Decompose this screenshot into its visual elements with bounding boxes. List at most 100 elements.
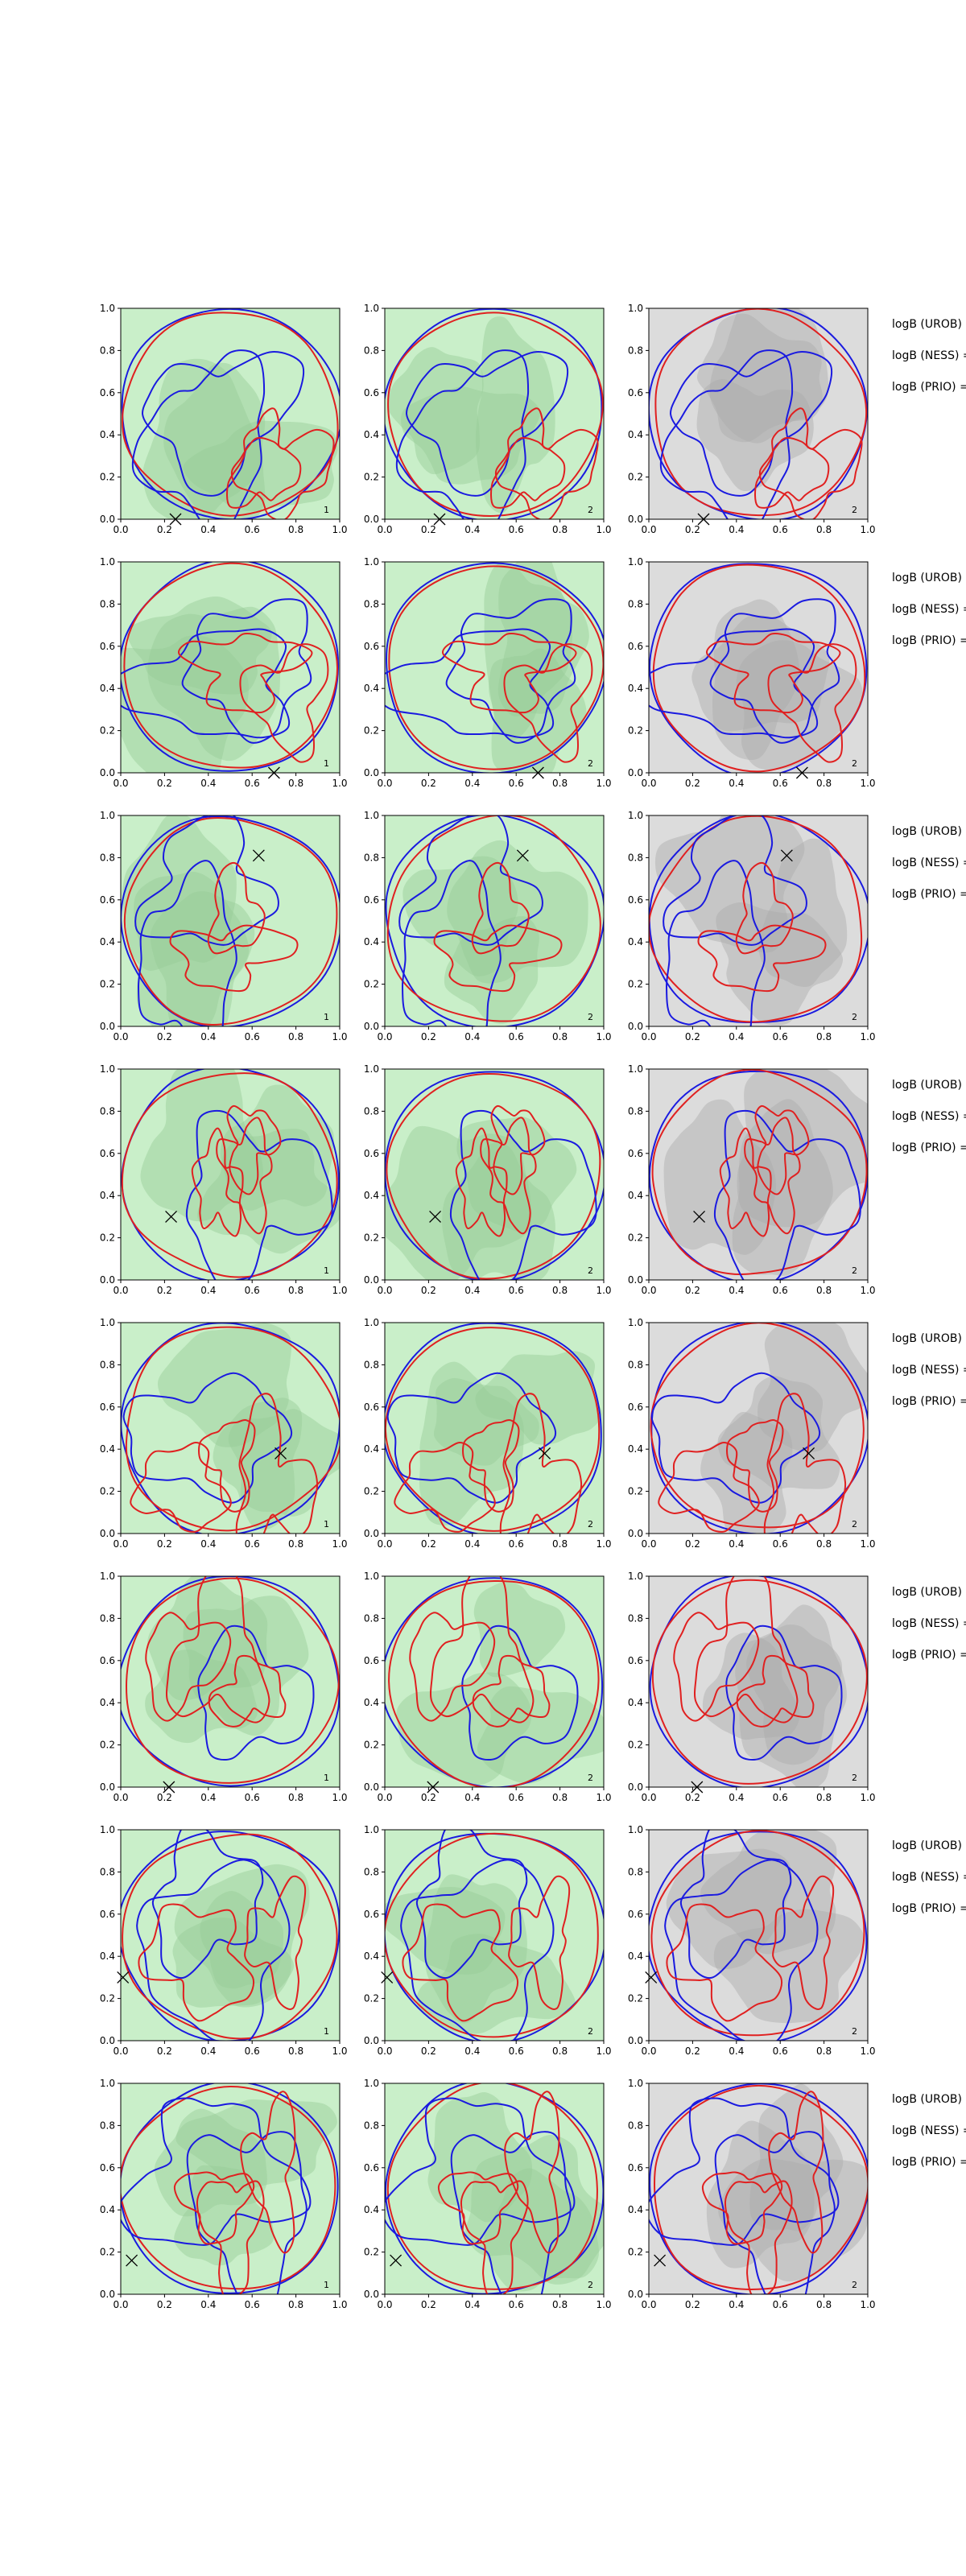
x-tick-label: 0.0 [113, 2299, 128, 2310]
panel-corner-label: 1 [324, 1265, 329, 1276]
x-tick-label: 0.2 [157, 2299, 172, 2310]
red-contour [145, 1612, 232, 1722]
side-text-3: logB (PRIO) = [892, 1649, 966, 1662]
y-tick-label: 1.0 [628, 556, 643, 568]
contour-layer [121, 815, 340, 1026]
panel-corner-label: 1 [324, 2280, 329, 2290]
figure-row-3: 0.0 0.2 0.4 0.6 0.8 1.00.00.20.40.60.81.010.0… [100, 810, 966, 1042]
panel-background [649, 562, 868, 773]
y-tick-label: 0.6 [628, 387, 643, 398]
y-tick-label: 0.6 [628, 641, 643, 652]
blue-contour [395, 349, 530, 519]
y-tick-label: 0.0 [100, 767, 115, 778]
x-tick-label: 0.4 [200, 1792, 216, 1803]
side-text-1: logB (UROB) = [892, 825, 966, 838]
y-tick-label: 0.8 [100, 1105, 115, 1117]
x-tick-label: 0.6 [509, 1285, 524, 1296]
axes-frame [384, 308, 605, 520]
panel-corner-label: 2 [852, 1519, 857, 1530]
y-tick-label: 0.8 [100, 1612, 115, 1624]
contour-layer [121, 1576, 340, 1787]
contour-layer [121, 1323, 340, 1534]
x-tick-label: 0.8 [816, 1792, 832, 1803]
red-contour [666, 1903, 783, 2022]
y-tick-label: 0.4 [100, 1697, 115, 1708]
x-tick-label: 0.2 [685, 778, 700, 789]
red-contour [706, 632, 841, 714]
blue-contour [649, 2097, 840, 2246]
contour-layer [649, 308, 868, 519]
y-tick-label: 0.2 [628, 472, 643, 483]
x-tick-label: 0.4 [200, 524, 216, 535]
x-marker [693, 1210, 706, 1223]
figure-row-2: 0.0 0.2 0.4 0.6 0.8 1.00.00.20.40.60.81.010.0… [100, 556, 966, 789]
x-tick-label: 0.6 [509, 524, 524, 535]
x-marker [429, 1210, 442, 1223]
x-tick-label: 1.0 [860, 1031, 875, 1042]
x-tick-label: 1.0 [332, 524, 347, 535]
axes-frame [648, 1322, 869, 1534]
x-tick-label: 0.0 [377, 524, 392, 535]
panel-r6-c2: 0.0 0.2 0.4 0.6 0.8 1.00.00.20.40.60.81.02 [364, 1571, 612, 1803]
y-tick-label: 0.0 [628, 1528, 643, 1539]
blue-contour [121, 2097, 312, 2246]
y-tick-label: 1.0 [364, 2078, 379, 2089]
red-contour [402, 1903, 519, 2022]
y-tick-label: 0.8 [100, 2120, 115, 2131]
red-outer-contour [122, 312, 339, 517]
shaded-region [220, 1084, 334, 1211]
red-outer-contour [122, 1833, 338, 2040]
y-tick-label: 0.0 [100, 514, 115, 525]
blue-contour [445, 598, 576, 744]
x-marker [427, 1781, 440, 1794]
red-contour [138, 1903, 255, 2022]
x-tick-label: 0.8 [816, 2299, 832, 2310]
y-tick-label: 1.0 [100, 1571, 115, 1582]
blue-outer-contour [385, 2083, 604, 2294]
y-tick-label: 0.4 [364, 1951, 379, 1962]
red-contour [736, 1654, 815, 1728]
x-tick-label: 0.0 [377, 1792, 392, 1803]
x-tick-label: 0.4 [729, 1285, 744, 1296]
shaded-region [175, 2099, 337, 2189]
panel-background [649, 1576, 868, 1787]
x-tick-label: 0.4 [729, 778, 744, 789]
blue-outer-contour [121, 2083, 339, 2294]
red-outer-contour [654, 308, 868, 517]
x-tick-label: 0.4 [200, 2299, 216, 2310]
shaded-region [427, 2091, 533, 2223]
y-tick-label: 0.2 [628, 1740, 643, 1751]
panel-corner-label: 2 [588, 1519, 593, 1530]
red-contour [701, 2171, 783, 2245]
y-tick-label: 0.4 [100, 429, 115, 440]
red-contour [772, 1875, 835, 2010]
contour-layer [649, 815, 868, 1026]
shaded-region [174, 1864, 310, 2008]
panel-background [121, 2083, 340, 2294]
contour-layer [121, 1069, 340, 1280]
x-tick-label: 0.6 [509, 2299, 524, 2310]
y-tick-label: 0.8 [628, 345, 643, 356]
figure-row-8: 0.0 0.2 0.4 0.6 0.8 1.00.00.20.40.60.81.010.0… [100, 2078, 966, 2310]
x-marker [267, 766, 280, 779]
blue-outer-contour [649, 1576, 868, 1787]
x-marker [381, 1971, 394, 1984]
side-text-2: logB (NESS) = [892, 603, 966, 616]
y-tick-label: 0.4 [364, 429, 379, 440]
shaded-region [477, 1686, 604, 1784]
y-tick-label: 0.0 [628, 767, 643, 778]
y-tick-label: 0.8 [364, 1105, 379, 1117]
axes-frame [384, 1829, 605, 2041]
shaded-region [183, 1596, 309, 1736]
y-tick-label: 0.0 [364, 1021, 379, 1032]
side-text-1: logB (UROB) = [892, 572, 966, 584]
x-tick-label: 0.2 [685, 2299, 700, 2310]
shaded-region [447, 840, 588, 984]
y-tick-label: 0.8 [628, 1359, 643, 1370]
x-tick-label: 0.8 [816, 1285, 832, 1296]
y-tick-label: 0.0 [364, 1274, 379, 1286]
x-tick-label: 0.4 [464, 1285, 480, 1296]
contour-layer [121, 562, 340, 773]
side-text-3: logB (PRIO) = [892, 2156, 966, 2169]
